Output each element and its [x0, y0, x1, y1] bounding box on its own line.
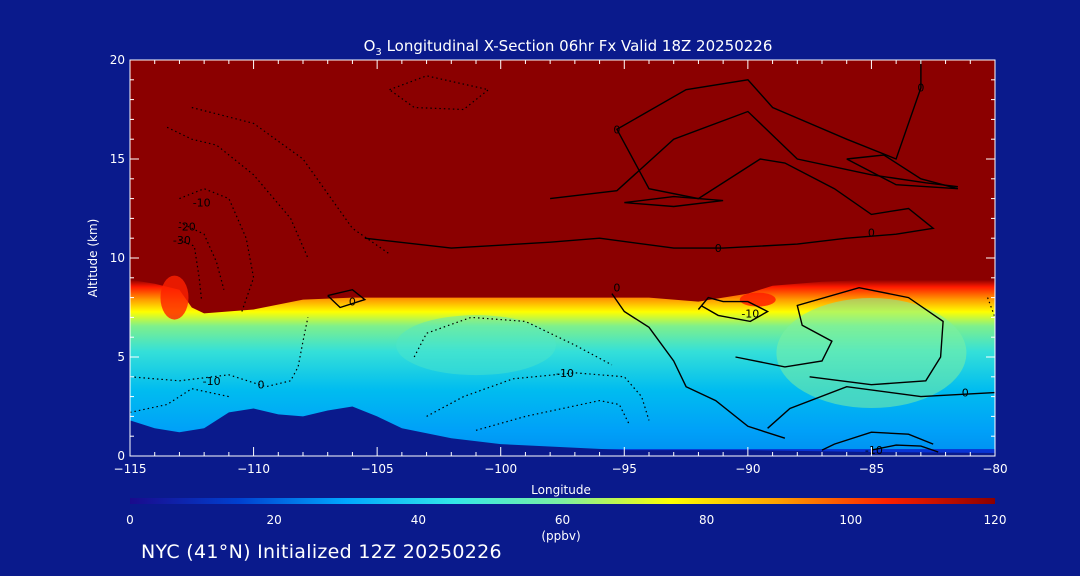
- chart-title: O3 Longitudinal X-Section 06hr Fx Valid …: [364, 37, 773, 58]
- x-tick-label: −80: [982, 462, 1007, 476]
- contour-line-solid: [550, 110, 958, 200]
- contour-line-dotted: [426, 372, 650, 421]
- contour-line-solid: [821, 431, 934, 451]
- x-tick-label: −95: [612, 462, 637, 476]
- chart-title-rest: Longitudinal X-Section 06hr Fx Valid 18Z…: [382, 37, 773, 55]
- terrain: [130, 406, 995, 456]
- colorbar-tick-label: 80: [699, 513, 714, 527]
- contour-line-dotted: [166, 126, 309, 259]
- y-tick-label: 5: [117, 350, 125, 364]
- contour-label: -10: [741, 307, 759, 320]
- colorbar-tick-label: 0: [126, 513, 134, 527]
- contour-label: 0: [868, 226, 875, 239]
- colorbar-tick-label: 20: [267, 513, 282, 527]
- y-tick-label: 0: [117, 449, 125, 463]
- x-axis-label: Longitude: [531, 483, 591, 497]
- high-ozone-intrusion: [739, 292, 776, 307]
- contour-line-solid: [767, 385, 995, 429]
- colorbar-label: (ppbv): [541, 529, 580, 543]
- contour-label: 0: [962, 387, 969, 400]
- plot-area: [130, 60, 995, 456]
- chart-title-main: O: [364, 37, 376, 55]
- contour-line-solid: [846, 154, 959, 190]
- contour-label: -10: [556, 367, 574, 380]
- contour-line-solid: [364, 60, 935, 249]
- contour-label: 0: [917, 82, 924, 95]
- colorbar-tick-label: 40: [411, 513, 426, 527]
- contour-line-dotted: [179, 221, 225, 290]
- x-tick-label: −115: [114, 462, 147, 476]
- contour-label: -10: [193, 197, 211, 210]
- x-tick-label: −85: [859, 462, 884, 476]
- contour-label: 0: [258, 379, 265, 392]
- contour-line-solid: [624, 195, 724, 208]
- x-tick-label: −100: [484, 462, 517, 476]
- low-ozone-patch: [776, 298, 967, 409]
- axes: −115 −110 −105 −100 −95 −90 −85 −80 0 5 10 15 20: [110, 53, 1008, 476]
- contour-label: 0: [715, 242, 722, 255]
- contour-label: -20: [178, 220, 196, 233]
- colorbar-tick-label: 120: [984, 513, 1007, 527]
- y-tick-label: 15: [110, 152, 125, 166]
- contour-label: -10: [203, 375, 221, 388]
- contour-line-solid: [735, 286, 944, 386]
- x-tick-label: −105: [361, 462, 394, 476]
- footer-caption: NYC (41°N) Initialized 12Z 20250226: [141, 541, 502, 563]
- contour-line-dotted: [130, 388, 230, 413]
- colorbar-tick-label: 100: [839, 513, 862, 527]
- contour-label: -10: [865, 444, 883, 457]
- colorbar: 0 20 40 60 80 100 120: [126, 498, 1006, 527]
- contour-line-solid: [611, 293, 786, 439]
- chart-title-subscript: 3: [375, 47, 381, 58]
- contour-line-dotted: [179, 239, 203, 302]
- contour-line-solid: [697, 296, 770, 323]
- y-tick-label: 20: [110, 53, 125, 67]
- contour-line-solid: [871, 444, 939, 453]
- y-axis-label: Altitude (km): [86, 219, 100, 298]
- contour-label: 0: [613, 123, 620, 136]
- contour-line-solid: [327, 288, 367, 309]
- contour-label: 0: [613, 282, 620, 295]
- colorbar-tick-label: 60: [555, 513, 570, 527]
- high-ozone-intrusion: [160, 275, 189, 320]
- contour-lines: -10 -20-30 -10 0 -10 0 0 0 0 0 0 -10 0 -10: [130, 60, 995, 457]
- colorbar-bar: [130, 498, 995, 504]
- y-tick-label: 10: [110, 251, 125, 265]
- contour-label: 0: [349, 296, 356, 309]
- contour-line-dotted: [389, 75, 490, 111]
- contour-line-dotted: [413, 316, 613, 366]
- x-tick-label: −90: [735, 462, 760, 476]
- x-tick-label: −110: [237, 462, 270, 476]
- contour-label: -30: [173, 234, 191, 247]
- contour-line-dotted: [475, 399, 630, 431]
